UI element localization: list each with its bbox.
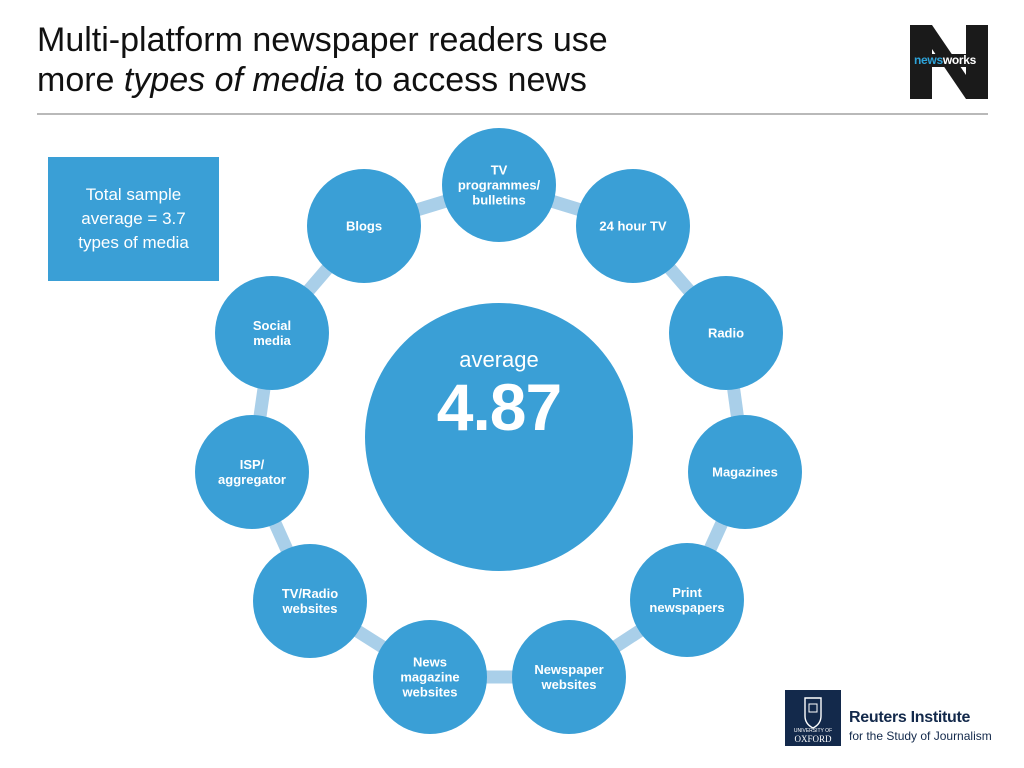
media-circle-blogs xyxy=(307,169,421,283)
media-label-social: Social media xyxy=(253,318,291,348)
title-divider xyxy=(37,113,988,115)
media-label-line: Magazines xyxy=(712,464,778,480)
media-circle-24tv xyxy=(576,169,690,283)
media-label-line: Print xyxy=(672,585,702,600)
average-value: 4.87 xyxy=(436,370,562,444)
oxford-univ-text: UNIVERSITY OF xyxy=(793,728,833,734)
connector-tv xyxy=(547,194,585,217)
title-line-2: more types of media to access news xyxy=(37,61,587,99)
media-label-tv: TV programmes/bulletins xyxy=(458,163,540,208)
connector-social xyxy=(301,261,335,298)
media-circles xyxy=(195,128,802,734)
title-emphasis: types of media xyxy=(123,61,346,99)
media-label-line: Newspaper xyxy=(534,662,604,677)
connector-radio xyxy=(726,384,745,421)
oxford-logo: UNIVERSITY OF OXFORD xyxy=(785,690,841,746)
center-average-circle xyxy=(365,303,633,571)
media-label-line: 24 hour TV xyxy=(599,218,667,234)
connector-blogs xyxy=(412,194,451,217)
connector-news-mag-web xyxy=(351,623,389,655)
media-label-line: bulletins xyxy=(472,192,526,208)
media-label-line: websites xyxy=(282,601,338,616)
media-circle-magazines xyxy=(688,415,802,529)
oxford-crest-icon xyxy=(804,697,822,729)
media-label-line: newspapers xyxy=(649,600,725,615)
media-label-radio: Radio xyxy=(708,326,744,341)
media-label-line: magazine xyxy=(400,669,460,685)
media-circle-print xyxy=(630,543,744,657)
media-label-line: TV/Radio xyxy=(281,586,339,601)
total-sample-text: Total sample average = 3.7 types of medi… xyxy=(78,185,189,252)
connector-tvradio-web xyxy=(267,517,295,556)
media-circle-social xyxy=(215,276,329,390)
media-circle-radio xyxy=(669,276,783,390)
media-circle-news-mag-web xyxy=(373,620,487,734)
media-label-line: Blogs xyxy=(345,218,383,234)
media-label-magazines: Magazines xyxy=(712,465,778,480)
media-label-line: media xyxy=(253,333,291,348)
media-label-blogs: Blogs xyxy=(346,219,382,234)
media-label-tvradio-web: TV/Radio websites xyxy=(282,586,338,616)
media-label-line: Social xyxy=(252,318,292,333)
media-label-print: Print newspapers xyxy=(649,585,724,615)
connector-24tv xyxy=(662,261,697,298)
media-label-line: ISP/ xyxy=(239,457,265,472)
media-label-line: Radio xyxy=(707,325,745,341)
media-label-line: TV xyxy=(490,162,508,178)
reuters-institute-subtitle: for the Study of Journalism xyxy=(849,729,992,743)
media-label-isp: ISP/aggregator xyxy=(218,457,286,487)
total-sample-box: Total sample average = 3.7 types of medi… xyxy=(48,157,219,281)
center-average-label: average 4.87 xyxy=(436,347,562,444)
media-circle-tv xyxy=(442,128,556,242)
newsworks-wordmark: newsworks xyxy=(913,53,977,67)
reuters-institute-name: Reuters Institute xyxy=(849,709,971,726)
oxford-name-text: OXFORD xyxy=(794,734,832,744)
media-label-line: programmes/ xyxy=(457,177,541,193)
media-label-news-mag-web: News magazine websites xyxy=(400,655,459,700)
media-label-line: News xyxy=(413,654,447,670)
media-label-line: websites xyxy=(402,684,458,700)
media-label-24tv: 24 hour TV xyxy=(599,219,666,234)
media-circle-newspaper-web xyxy=(512,620,626,734)
media-label-line: aggregator xyxy=(218,472,286,487)
media-circle-tvradio-web xyxy=(253,544,367,658)
connector-print xyxy=(609,623,647,654)
media-label-line: websites xyxy=(541,677,597,692)
connector-isp xyxy=(253,384,271,421)
page-title: Multi-platform newspaper readers use mor… xyxy=(37,20,608,100)
media-circle-isp xyxy=(195,415,309,529)
media-label-newspaper-web: Newspaper websites xyxy=(534,662,603,692)
average-word: average xyxy=(459,347,539,372)
connector-magazines xyxy=(702,517,730,555)
title-line-1: Multi-platform newspaper readers use xyxy=(37,21,608,59)
connectors xyxy=(253,194,745,684)
